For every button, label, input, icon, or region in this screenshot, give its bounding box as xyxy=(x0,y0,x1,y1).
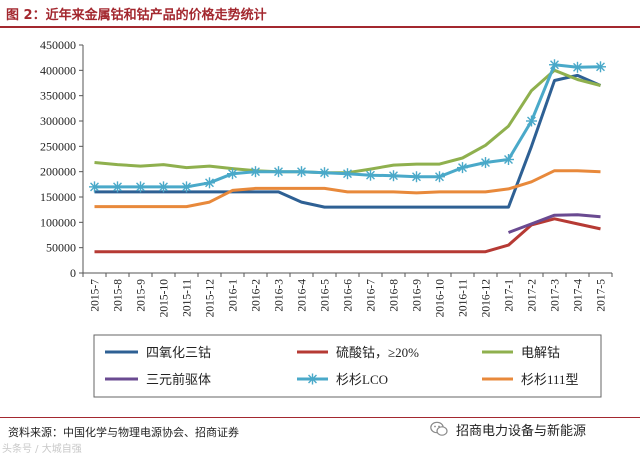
x-tick-label: 2016-10 xyxy=(435,279,447,318)
lco-star-marker xyxy=(411,171,422,183)
wechat-icon xyxy=(430,421,448,436)
brand-name: 招商电力设备与新能源 xyxy=(456,423,587,439)
y-tick-label: 200000 xyxy=(40,165,76,179)
chart-axes xyxy=(82,45,612,274)
x-tick-label: 2016-2 xyxy=(251,279,263,312)
x-tick-label: 2016-1 xyxy=(228,279,240,312)
series-line xyxy=(94,68,601,175)
lco-star-marker xyxy=(273,166,284,178)
lco-star-marker xyxy=(526,115,537,127)
lco-star-marker xyxy=(158,181,169,193)
x-tick-label: 2015-7 xyxy=(90,279,102,312)
legend-label: 杉杉LCO xyxy=(336,372,388,387)
lco-star-marker xyxy=(434,171,445,183)
brand-badge: 招商电力设备与新能源 xyxy=(430,418,586,440)
lco-star-marker xyxy=(181,181,192,193)
lco-star-marker xyxy=(457,162,468,174)
x-tick-label: 2016-4 xyxy=(297,279,309,312)
x-axis-ticks: 2015-7 2015-8 2015-9 2015-10 2015-11 2015-12 2… xyxy=(82,273,613,318)
watermark-text: 头条号 / 大城自强 xyxy=(2,444,82,455)
lco-star-marker xyxy=(296,166,307,178)
lco-star-marker xyxy=(480,157,491,169)
legend-item: 电解钴 xyxy=(482,345,560,360)
source-note: 资料来源：中国化学与物理电源协会、招商证券 xyxy=(8,426,239,439)
x-tick-label: 2015-8 xyxy=(113,279,125,312)
x-tick-label: 2016-12 xyxy=(481,279,493,318)
figure-title: 图 2：近年来金属钴和钴产品的价格走势统计 xyxy=(6,8,267,23)
y-tick-label: 100000 xyxy=(40,215,76,229)
legend-label: 三元前驱体 xyxy=(146,372,211,387)
legend-item: 杉杉LCO xyxy=(297,372,388,387)
x-tick-label: 2015-9 xyxy=(136,279,148,312)
series-2 xyxy=(94,68,601,175)
legend-item: 四氧化三钴 xyxy=(105,345,211,360)
x-tick-label: 2016-3 xyxy=(274,279,286,312)
lco-star-marker xyxy=(319,167,330,179)
legend-label: 杉杉111型 xyxy=(521,372,579,387)
y-tick-label: 0 xyxy=(70,266,76,280)
x-tick-label: 2016-9 xyxy=(412,279,424,312)
series-line xyxy=(94,217,601,254)
x-tick-label: 2016-6 xyxy=(343,279,355,312)
legend-item: 三元前驱体 xyxy=(105,372,211,387)
y-tick-label: 250000 xyxy=(40,139,76,153)
lco-star-marker xyxy=(388,170,399,182)
title-rule xyxy=(0,26,640,28)
legend-label: 硫酸钴，≥20% xyxy=(336,345,419,360)
x-tick-label: 2017-2 xyxy=(527,279,539,312)
lco-star-marker xyxy=(307,373,318,385)
y-tick-label: 450000 xyxy=(40,38,76,52)
legend-box xyxy=(93,334,602,398)
legend-label: 电解钴 xyxy=(521,345,560,360)
x-tick-label: 2015-11 xyxy=(182,279,194,317)
lco-star-marker xyxy=(227,168,238,180)
series-4 xyxy=(89,59,606,193)
series-3 xyxy=(507,213,601,234)
lco-star-marker xyxy=(549,59,560,71)
x-tick-label: 2016-11 xyxy=(458,279,470,317)
lco-star-marker xyxy=(365,169,376,181)
lco-star-marker xyxy=(89,181,100,193)
y-tick-label: 300000 xyxy=(40,114,76,128)
series-1 xyxy=(94,217,601,254)
y-axis-ticks: 0 50000 100000 150000 200000 250000 300000 3500… xyxy=(40,38,83,280)
bottom-rule xyxy=(0,417,640,418)
series-line xyxy=(94,169,601,209)
series-line xyxy=(94,73,602,209)
x-tick-label: 2016-7 xyxy=(366,279,378,312)
x-tick-label: 2017-1 xyxy=(504,279,516,312)
lco-star-marker xyxy=(135,181,146,193)
lco-star-marker xyxy=(595,61,606,73)
series-0 xyxy=(94,73,602,209)
y-tick-label: 50000 xyxy=(46,241,76,255)
y-tick-label: 400000 xyxy=(40,63,76,77)
x-tick-label: 2017-5 xyxy=(596,279,608,312)
lco-star-marker xyxy=(572,61,583,73)
x-tick-label: 2016-8 xyxy=(389,279,401,312)
legend-item: 硫酸钴，≥20% xyxy=(297,345,419,360)
cobalt-price-chart: 0 50000 100000 150000 200000 250000 300000 3500… xyxy=(40,38,613,398)
x-tick-label: 2016-5 xyxy=(320,279,332,312)
series-5 xyxy=(94,169,601,209)
lco-star-marker xyxy=(250,166,261,178)
series-line xyxy=(507,213,601,234)
legend-item: 杉杉111型 xyxy=(482,372,579,387)
legend-label: 四氧化三钴 xyxy=(146,345,211,360)
x-tick-label: 2015-12 xyxy=(205,279,217,318)
lco-star-marker xyxy=(342,168,353,180)
lco-star-marker xyxy=(112,181,123,193)
x-tick-label: 2017-3 xyxy=(550,279,562,312)
lco-star-marker xyxy=(503,154,514,166)
chart-series xyxy=(89,59,606,254)
lco-star-marker xyxy=(204,177,215,189)
x-tick-label: 2017-4 xyxy=(573,279,585,312)
y-tick-label: 150000 xyxy=(40,190,76,204)
y-tick-label: 350000 xyxy=(40,89,76,103)
x-tick-label: 2015-10 xyxy=(159,279,171,318)
